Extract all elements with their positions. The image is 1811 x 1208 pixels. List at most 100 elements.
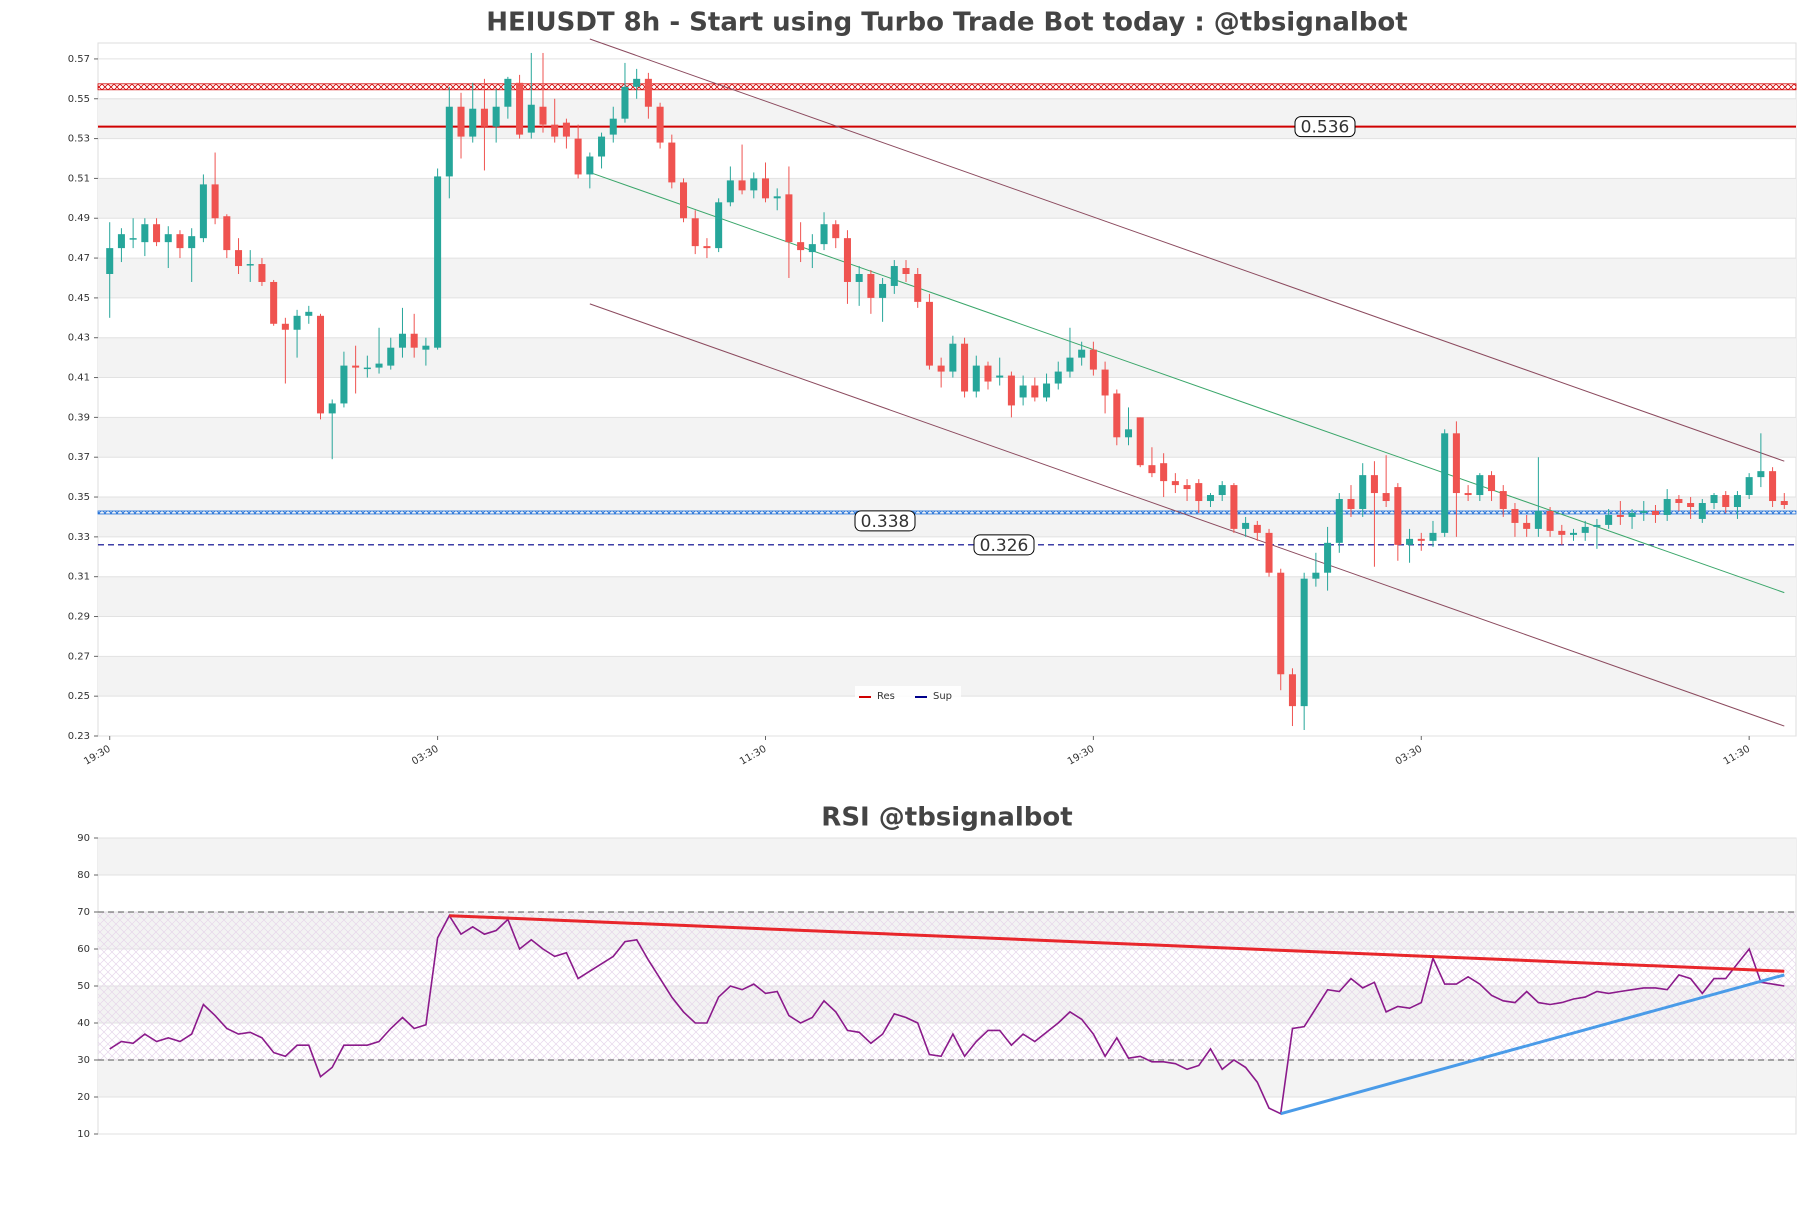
candle-body	[961, 343, 969, 392]
candle-body	[363, 367, 371, 370]
candle-body	[1089, 349, 1097, 370]
candle-body	[1394, 487, 1402, 545]
candle-body	[176, 234, 184, 249]
level-label-box	[1294, 116, 1356, 138]
candle-body	[937, 365, 945, 372]
candle-body	[621, 86, 629, 119]
candle-body	[785, 194, 793, 243]
candle-body	[1054, 371, 1062, 384]
candle-body	[1406, 538, 1414, 545]
candle-body	[1359, 475, 1367, 509]
candle-body	[129, 238, 137, 240]
candle-body	[1499, 491, 1507, 509]
candle-body	[925, 301, 933, 366]
candle-body	[879, 283, 887, 298]
candle-body	[738, 180, 746, 191]
legend-label: Res	[877, 691, 895, 702]
candle-body	[656, 106, 664, 143]
y-tick-label: 0.35	[68, 492, 90, 503]
candle-body	[1312, 572, 1320, 579]
candle-body	[387, 347, 395, 366]
candle-body	[281, 323, 289, 330]
candle-body	[832, 224, 840, 239]
candle-body	[270, 281, 278, 324]
candle-body	[1277, 572, 1285, 675]
y-tick-label: 0.23	[68, 731, 90, 742]
candle-body	[761, 178, 770, 199]
candle-body	[316, 315, 325, 414]
candle-body	[1581, 526, 1589, 533]
y-tick-label: 0.51	[68, 173, 90, 184]
candle-body	[1007, 375, 1015, 406]
candle-body	[1429, 532, 1437, 541]
trend-line	[589, 38, 1785, 462]
candle-body	[1780, 501, 1788, 505]
candle-body	[808, 244, 816, 253]
candle-body	[867, 274, 875, 298]
grid-band	[98, 337, 1796, 378]
candle-body	[422, 345, 430, 350]
candle-body	[820, 224, 828, 245]
candle-body	[1335, 499, 1343, 543]
candle-body	[1148, 465, 1156, 474]
candle-body	[1452, 433, 1460, 494]
grid-band	[98, 258, 1796, 298]
candle-body	[1160, 463, 1168, 482]
candle-body	[574, 138, 582, 175]
candle-body	[516, 82, 524, 135]
candle-body	[1265, 532, 1273, 573]
candle-body	[1616, 514, 1624, 517]
candle-body	[117, 234, 125, 249]
candle-body	[1698, 503, 1706, 519]
y-tick-label: 0.29	[68, 612, 90, 623]
candle-body	[1218, 485, 1226, 496]
candle-body	[1640, 510, 1648, 513]
candle-body	[1722, 495, 1730, 507]
candle-body	[843, 238, 851, 282]
candle-body	[1558, 530, 1566, 535]
y-tick-label: 0.37	[68, 452, 90, 463]
candle-body	[715, 202, 723, 249]
grid-band	[98, 417, 1796, 458]
candle-body	[1628, 512, 1636, 517]
y-tick-label: 20	[77, 1092, 90, 1103]
zone	[97, 83, 1797, 91]
candle-body	[164, 234, 172, 243]
candle-body	[691, 218, 699, 247]
y-tick-label: 0.25	[68, 691, 90, 702]
x-tick-label: 03:30	[410, 744, 440, 768]
y-tick-label: 0.41	[68, 373, 90, 384]
candle-body	[996, 375, 1004, 378]
x-tick-label: 03:30	[1394, 744, 1424, 768]
candle-body	[1066, 357, 1074, 372]
candle-body	[598, 136, 606, 157]
candle-body	[914, 274, 922, 302]
candle-body	[1171, 481, 1179, 486]
candle-body	[1546, 510, 1554, 531]
x-tick-label: 19:30	[1066, 744, 1096, 768]
candle-body	[1324, 542, 1332, 573]
candle-body	[223, 216, 231, 251]
candle-body	[445, 106, 453, 177]
candle-body	[1476, 475, 1484, 496]
candle-body	[1663, 499, 1671, 515]
y-tick-label: 30	[77, 1055, 90, 1066]
candle-body	[562, 122, 570, 137]
candle-body	[258, 264, 266, 282]
level-label: 0.536	[1301, 118, 1350, 138]
level-label: 0.326	[980, 536, 1029, 556]
candle-body	[293, 315, 301, 330]
candle-body	[527, 104, 535, 133]
legend-label: Sup	[933, 691, 952, 702]
candle-body	[246, 264, 254, 266]
candle-body	[1511, 508, 1519, 523]
candle-body	[539, 106, 547, 125]
candle-body	[1382, 493, 1390, 502]
candle-body	[1347, 499, 1355, 509]
grid-band	[98, 1060, 1796, 1097]
candle-body	[1195, 483, 1203, 502]
candle-body	[235, 250, 243, 267]
trend-line	[449, 914, 1785, 973]
candle-body	[328, 403, 336, 414]
